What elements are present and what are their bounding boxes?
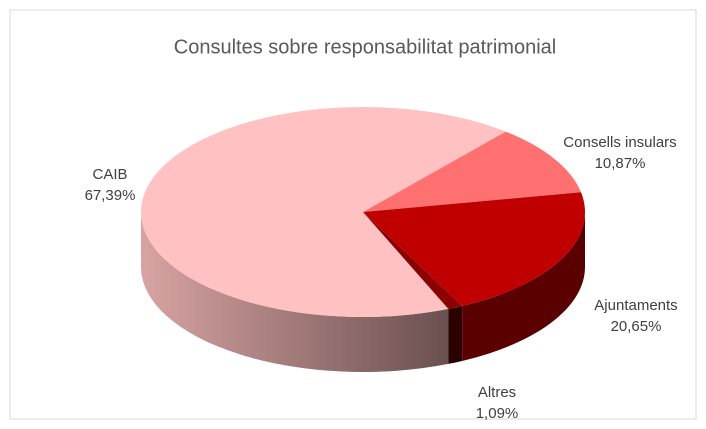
slice-value-label: 1,09% xyxy=(476,405,519,422)
slice-label: Ajuntaments xyxy=(594,297,677,314)
pie-slice xyxy=(363,212,463,309)
pie-slice-side xyxy=(462,212,585,361)
pie-slice xyxy=(141,106,506,317)
slice-label: Consells insulars xyxy=(563,134,676,151)
slice-value-label: 67,39% xyxy=(85,187,136,204)
slice-label: CAIB xyxy=(92,166,127,183)
pie-slice xyxy=(363,192,586,306)
slice-value-label: 10,87% xyxy=(595,155,646,172)
pie-slice-side xyxy=(448,305,463,364)
pie-slice-side xyxy=(141,212,449,372)
chart-title: Consultes sobre responsabilitat patrimon… xyxy=(174,36,556,58)
pie-slice xyxy=(363,131,582,212)
slice-label: Altres xyxy=(478,384,516,401)
slice-value-label: 20,65% xyxy=(611,318,662,335)
